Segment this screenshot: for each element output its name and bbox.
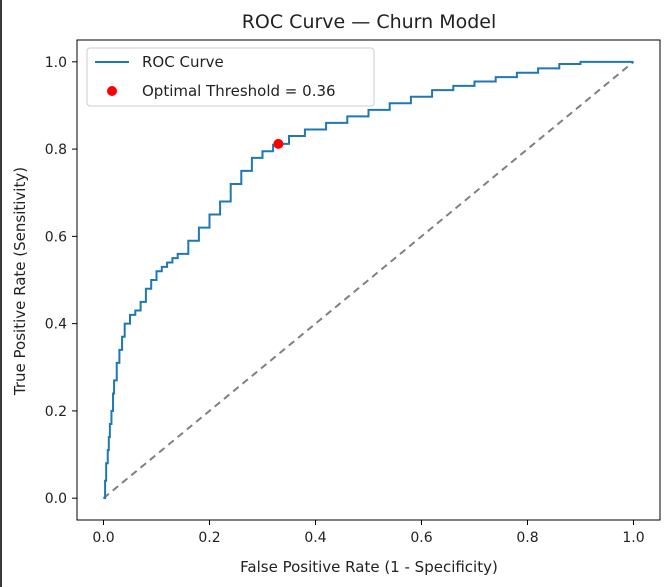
optimal-point-layer	[273, 138, 284, 149]
y-tick-label: 1.0	[45, 55, 67, 71]
y-tick-label: 0.2	[45, 404, 67, 420]
chance-diagonal-line	[102, 61, 635, 499]
y-tick-label: 0.0	[45, 491, 67, 507]
chart-title: ROC Curve — Churn Model	[242, 11, 497, 33]
y-axis-title: True Positive Rate (Sensitivity)	[11, 167, 29, 396]
x-tick-label: 0.4	[304, 530, 326, 546]
legend: ROC Curve Optimal Threshold = 0.36	[86, 47, 375, 107]
x-axis-title: False Positive Rate (1 - Specificity)	[240, 558, 498, 576]
x-tick-label: 1.0	[622, 530, 644, 546]
x-tick-label: 0.2	[198, 530, 220, 546]
legend-label-roc: ROC Curve	[142, 53, 224, 71]
y-tick-label: 0.8	[45, 142, 67, 158]
x-tick-label: 0.6	[410, 530, 432, 546]
diagonal-layer	[102, 61, 635, 499]
optimal-threshold-point	[273, 138, 284, 149]
ticks-layer: 0.0 0.2 0.4 0.6 0.8 1.0 0.0 0.2 0.4 0.6 0.8 1.0	[45, 55, 645, 546]
x-tick-label: 0.0	[92, 530, 114, 546]
x-tick-label: 0.8	[516, 530, 538, 546]
legend-label-threshold: Optimal Threshold = 0.36	[142, 82, 336, 100]
legend-box	[86, 47, 375, 107]
roc-curve-line	[103, 60, 634, 500]
roc-layer	[103, 60, 634, 500]
y-tick-label: 0.4	[45, 317, 67, 333]
legend-dot-swatch	[107, 86, 117, 96]
y-tick-label: 0.6	[45, 229, 67, 245]
